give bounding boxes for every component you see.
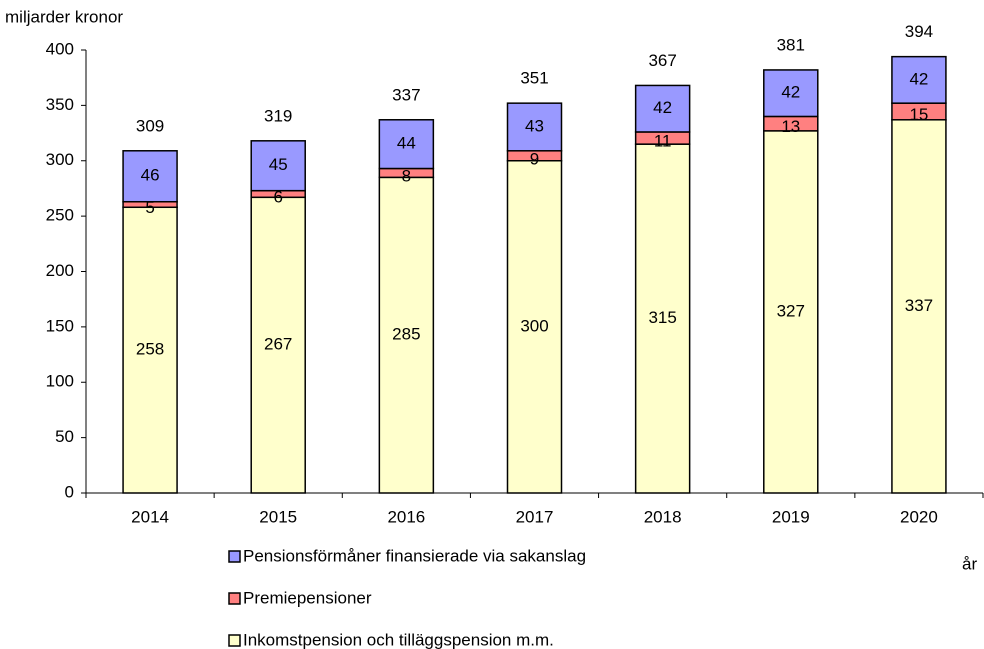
x-tick-label: 2020	[900, 507, 938, 526]
segment-label: 337	[905, 296, 933, 315]
y-tick-label: 50	[55, 427, 74, 446]
bar-segment	[506, 102, 563, 152]
segment-label: 42	[781, 83, 800, 102]
x-tick-label: 2014	[131, 507, 169, 526]
y-tick-label: 150	[46, 316, 74, 335]
total-label: 367	[648, 51, 676, 70]
total-label-bg	[896, 22, 941, 43]
total-label: 394	[905, 22, 933, 41]
legend-swatch	[228, 550, 241, 563]
total-label-bg	[256, 106, 301, 127]
legend-label: Inkomstpension och tilläggspension m.m.	[243, 630, 554, 649]
segment-label: 258	[136, 340, 164, 359]
y-tick-label: 300	[46, 150, 74, 169]
bar-segment	[378, 119, 435, 170]
bar-segment	[634, 143, 691, 494]
total-label-bg	[640, 51, 685, 72]
bar-segment	[122, 150, 178, 203]
total-label-bg	[512, 69, 557, 90]
segment-label: 13	[781, 117, 800, 136]
segment-label: 43	[525, 116, 544, 135]
y-axis-label: miljarder kronor	[5, 7, 123, 26]
segment-label: 11	[654, 132, 672, 151]
bar-segment	[634, 84, 691, 133]
legend-label: Premiepensioner	[243, 588, 372, 607]
bar-segment	[506, 160, 563, 494]
segment-label: 6	[273, 187, 282, 206]
total-label: 309	[136, 116, 164, 135]
total-label: 381	[777, 35, 805, 54]
x-tick-label: 2016	[387, 507, 425, 526]
legend-swatch	[228, 634, 241, 647]
segment-label: 15	[909, 105, 928, 124]
segment-label: 285	[392, 325, 420, 344]
total-label: 351	[520, 69, 548, 88]
total-label-bg	[128, 116, 173, 137]
bar-segment	[763, 130, 819, 494]
segment-label: 44	[397, 134, 416, 153]
total-label: 337	[392, 85, 420, 104]
segment-label: 8	[402, 166, 411, 185]
segment-label: 5	[145, 198, 154, 217]
segment-label: 42	[653, 98, 672, 117]
y-tick-label: 350	[46, 95, 74, 114]
bar-segment	[378, 176, 435, 494]
bar-segment	[891, 55, 947, 104]
segment-label: 315	[648, 308, 676, 327]
segment-label: 9	[530, 149, 539, 168]
y-tick-label: 100	[46, 372, 74, 391]
x-tick-label: 2018	[644, 507, 682, 526]
y-tick-label: 400	[46, 39, 74, 58]
total-label: 319	[264, 106, 292, 125]
x-tick-label: 2017	[516, 507, 554, 526]
bar-segment	[763, 69, 819, 118]
segment-label: 45	[269, 155, 288, 174]
bar-segment	[250, 196, 306, 494]
segment-label: 300	[520, 316, 548, 335]
legend-swatch	[228, 592, 241, 605]
total-label-bg	[384, 85, 429, 106]
total-label-bg	[768, 35, 813, 56]
x-tick-label: 2015	[259, 507, 297, 526]
x-axis-label: år	[962, 554, 977, 573]
segment-label: 46	[141, 166, 160, 185]
y-tick-label: 200	[46, 261, 74, 280]
bar-segment	[250, 140, 306, 192]
y-tick-label: 0	[65, 482, 74, 501]
bar-segment	[891, 119, 947, 494]
segment-label: 267	[264, 335, 292, 354]
legend-label: Pensionsförmåner finansierade via sakans…	[243, 546, 586, 565]
segment-label: 327	[777, 301, 805, 320]
x-tick-label: 2019	[772, 507, 810, 526]
y-tick-label: 250	[46, 206, 74, 225]
segment-label: 42	[909, 69, 928, 88]
